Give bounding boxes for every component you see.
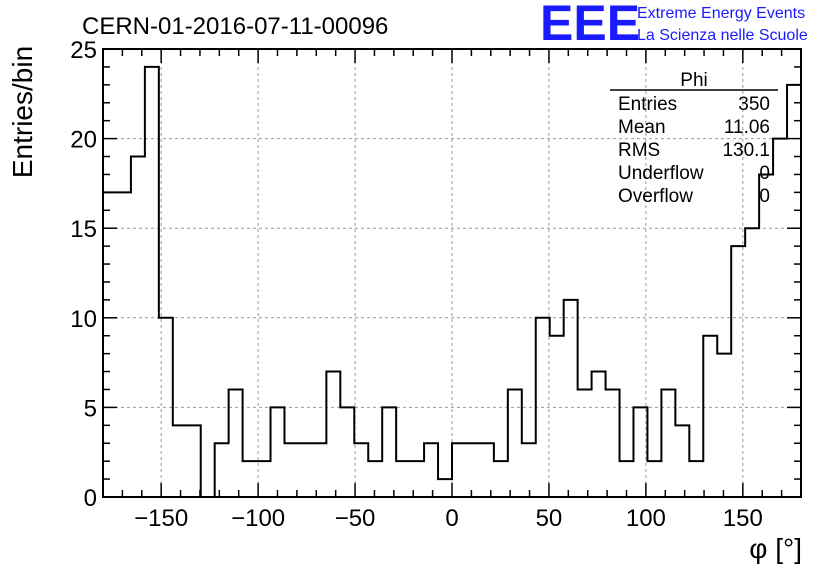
x-tick-label: −100 — [231, 505, 285, 532]
stats-label: Mean — [618, 117, 666, 138]
histogram-line — [103, 65, 801, 498]
stats-value: 130.1 — [722, 140, 770, 161]
logo-line2: La Scienza nelle Scuole — [637, 27, 808, 44]
x-axis: −150 −100 −50 0 50 100 150 — [102, 49, 802, 532]
x-tick-label: −50 — [335, 505, 376, 532]
y-tick-label: 20 — [70, 127, 97, 154]
y-axis: 0 5 10 15 20 25 — [70, 37, 801, 512]
y-tick-label: 15 — [70, 216, 97, 243]
stats-box: Phi Entries 350 Mean 11.06 RMS 130.1 Underflow… — [610, 70, 778, 207]
stats-value: 11.06 — [724, 117, 770, 138]
stats-label: RMS — [618, 140, 660, 161]
chart-title: CERN-01-2016-07-11-00096 — [82, 13, 388, 40]
logo-line1: Extreme Energy Events — [637, 5, 805, 22]
y-tick-label: 25 — [70, 37, 97, 64]
y-tick-label: 10 — [70, 306, 97, 333]
eee-logo: EEE — [540, 0, 640, 51]
stats-label: Entries — [618, 94, 677, 115]
x-tick-label: 150 — [723, 505, 763, 532]
x-axis-label: φ [°] — [749, 533, 802, 564]
x-tick-label: −150 — [134, 505, 188, 532]
stats-value: 350 — [738, 94, 770, 115]
x-tick-label: 0 — [445, 505, 458, 532]
stats-label: Overflow — [618, 186, 693, 207]
stats-title: Phi — [680, 70, 707, 91]
y-axis-label: Entries/bin — [7, 46, 38, 178]
stats-label: Underflow — [618, 163, 704, 184]
y-tick-label: 0 — [84, 485, 97, 512]
stats-value: 0 — [759, 163, 770, 184]
stats-value: 0 — [759, 186, 770, 207]
grid-lines — [103, 49, 801, 497]
x-tick-label: 50 — [536, 505, 563, 532]
x-tick-label: 100 — [626, 505, 666, 532]
y-tick-label: 5 — [84, 395, 97, 422]
